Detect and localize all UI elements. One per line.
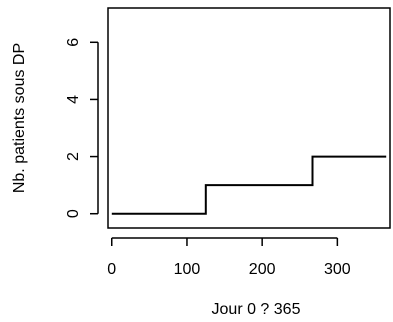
y-tick-label: 2 [65, 152, 82, 161]
series-line [111, 155, 387, 215]
plot-box [107, 7, 391, 229]
y-tick-label: 6 [65, 38, 82, 47]
x-axis: 0 100 200 300 [107, 237, 351, 278]
y-axis: 0 2 4 6 [65, 38, 99, 218]
x-tick-label: 0 [107, 261, 116, 278]
x-axis-title: Jour 0 ? 365 [212, 301, 301, 318]
x-tick-label: 100 [174, 261, 201, 278]
y-tick-label: 4 [65, 95, 82, 104]
x-tick-label: 200 [249, 261, 276, 278]
x-tick-label: 300 [324, 261, 351, 278]
y-axis-title: Nb. patients sous DP [11, 43, 28, 193]
y-tick-label: 0 [65, 209, 82, 218]
